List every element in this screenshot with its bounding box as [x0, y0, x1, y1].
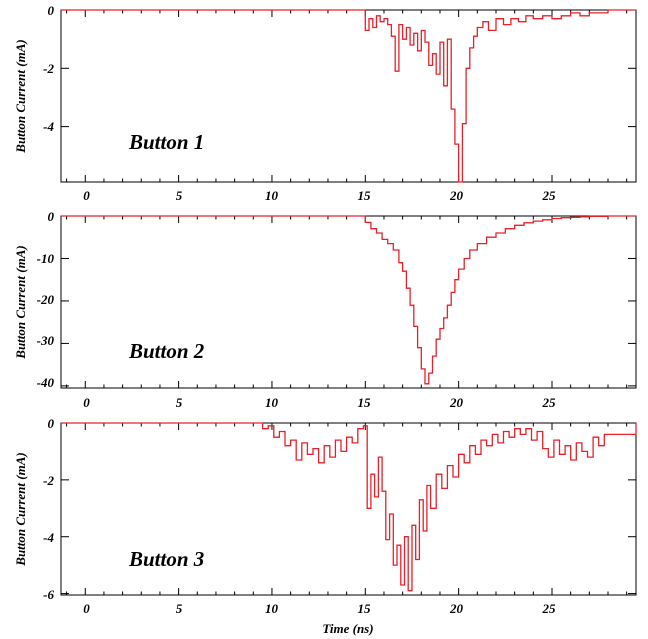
panel-2-y-tick-label: -20	[37, 292, 55, 307]
panel-1-plot-frame	[60, 9, 637, 183]
panel-3-y-tick-label: 0	[48, 416, 55, 431]
panel-3-x-tick-label: 15	[358, 601, 372, 616]
panel-3-axis-ticks	[61, 422, 636, 595]
panel-1-y-tick-label: -4	[43, 119, 54, 134]
panel-2-x-tick-labels: 0 5 10 15 20 25	[83, 395, 556, 410]
panel-2-x-tick-label: 15	[358, 395, 372, 410]
panel-1-x-tick-label: 15	[358, 188, 372, 203]
panel-2-x-tick-label: 20	[449, 395, 464, 410]
panel-1-x-tick-label: 10	[265, 188, 279, 203]
panel-2-y-tick-label: -10	[37, 251, 55, 266]
panel-1-x-tick-label: 25	[542, 188, 557, 203]
panel-1-y-tick-label: -2	[43, 61, 54, 76]
panel-3-y-tick-label: -6	[43, 587, 54, 602]
panel-2-series-line	[61, 215, 636, 385]
panel-3-title: Button 3	[128, 547, 204, 571]
panel-2-x-tick-label: 10	[265, 395, 279, 410]
panel-3-x-tick-label: 20	[449, 601, 464, 616]
panel-3-y-tick-label: -2	[43, 473, 54, 488]
panel-3-x-tick-label: 25	[542, 601, 557, 616]
panel-1-y-axis-label: Button Current (mA)	[13, 39, 28, 153]
panel-3-x-axis-label: Time (ns)	[322, 621, 373, 636]
panel-3-y-tick-labels: 0 -2 -4 -6	[43, 416, 54, 602]
panel-2-y-tick-labels: 0 -10 -20 -30 -40	[37, 209, 55, 390]
panel-1-x-tick-labels: 0 5 10 15 20 25	[83, 188, 556, 203]
panel-1-x-tick-label: 20	[449, 188, 464, 203]
panel-2-title: Button 2	[128, 339, 205, 363]
panel-3-x-tick-label: 5	[176, 601, 183, 616]
panel-2-y-tick-label: -40	[37, 375, 55, 390]
panel-button-2: Button Current (mA) Button 2 0 5 10 15 2…	[13, 209, 637, 410]
panel-1-axis-ticks	[61, 9, 636, 182]
panel-1-y-tick-labels: 0 -2 -4	[43, 3, 54, 134]
panel-3-series-line	[61, 422, 637, 592]
panel-3-x-tick-label: 0	[83, 601, 90, 616]
panel-2-x-tick-label: 0	[83, 395, 90, 410]
panel-3-y-tick-label: -4	[43, 530, 54, 545]
panel-1-series-line	[61, 9, 636, 183]
panel-3-plot-frame	[60, 422, 637, 596]
panel-1-title: Button 1	[128, 130, 204, 154]
panel-2-y-tick-label: 0	[48, 209, 55, 224]
panel-1-y-tick-label: 0	[48, 3, 55, 18]
panel-1-x-tick-label: 0	[83, 188, 90, 203]
panel-3-x-tick-labels: 0 5 10 15 20 25	[83, 601, 556, 616]
panel-button-3: Button Current (mA) Button 3 0 5 10 15 2…	[13, 416, 637, 636]
panel-2-x-tick-label: 25	[542, 395, 557, 410]
panel-2-x-tick-label: 5	[176, 395, 183, 410]
panel-3-x-tick-label: 10	[265, 601, 279, 616]
panel-3-y-axis-label: Button Current (mA)	[13, 452, 28, 566]
panel-2-y-axis-label: Button Current (mA)	[13, 245, 28, 359]
panel-1-x-tick-label: 5	[176, 188, 183, 203]
panel-button-1: Button Current (mA) Button 1 0 5 10 15 2…	[13, 3, 637, 203]
panel-2-y-tick-label: -30	[37, 333, 55, 348]
